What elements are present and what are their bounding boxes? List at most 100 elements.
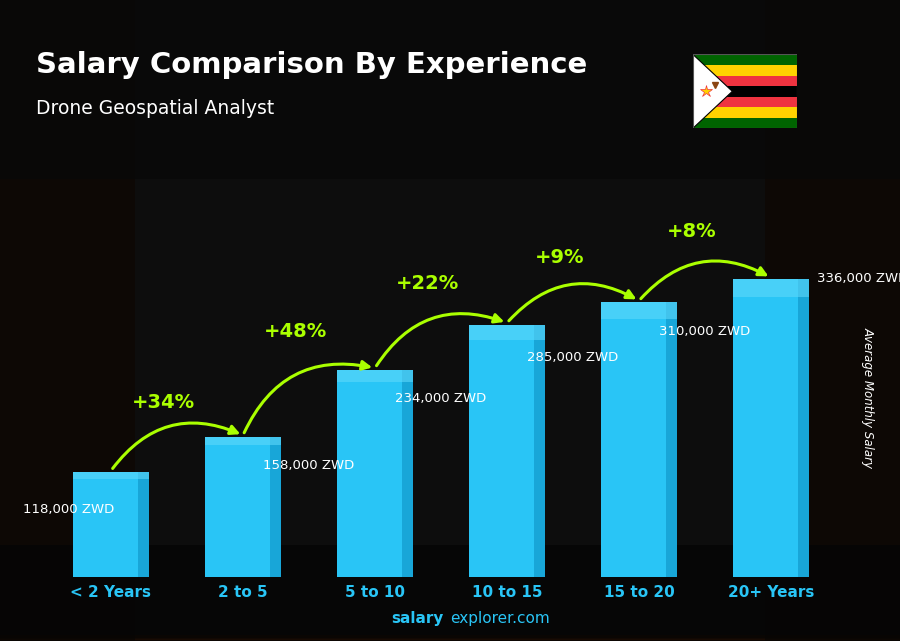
Bar xyxy=(0,637,900,640)
Bar xyxy=(0,637,900,640)
Bar xyxy=(0,636,900,639)
Bar xyxy=(0,635,900,638)
Bar xyxy=(0,637,900,640)
Bar xyxy=(0,635,900,638)
Bar xyxy=(0,635,900,638)
Bar xyxy=(0,636,900,639)
Text: +8%: +8% xyxy=(667,222,716,240)
Text: salary: salary xyxy=(392,611,444,626)
Bar xyxy=(337,370,413,577)
Bar xyxy=(0,635,900,638)
Bar xyxy=(0,635,900,638)
Bar xyxy=(733,279,809,297)
Bar xyxy=(0,637,900,640)
Bar xyxy=(0,637,900,640)
Bar xyxy=(0,636,900,639)
Bar xyxy=(765,0,900,641)
Bar xyxy=(0,635,900,638)
Bar xyxy=(0,635,900,638)
Text: Salary Comparison By Experience: Salary Comparison By Experience xyxy=(36,51,587,79)
Bar xyxy=(0,636,900,639)
Bar xyxy=(0,635,900,638)
Bar xyxy=(0,637,900,640)
Bar xyxy=(0,635,900,638)
Bar xyxy=(0,638,900,641)
Bar xyxy=(0,637,900,640)
Bar xyxy=(0,637,900,640)
Bar xyxy=(0,638,900,641)
Bar xyxy=(0,636,900,639)
Bar xyxy=(0,638,900,641)
Bar xyxy=(0,635,900,638)
Bar xyxy=(0,635,900,638)
Bar xyxy=(0,638,900,641)
Bar xyxy=(0,635,900,638)
Bar xyxy=(0,635,900,638)
Bar xyxy=(0,636,900,639)
Bar xyxy=(0,635,900,638)
Bar xyxy=(0,637,900,640)
Bar xyxy=(0,636,900,639)
Bar xyxy=(0,637,900,640)
Bar xyxy=(0,637,900,640)
Bar xyxy=(797,279,809,577)
Bar xyxy=(0,638,900,641)
Bar xyxy=(0,637,900,640)
Bar xyxy=(0,637,900,640)
Text: 336,000 ZWD: 336,000 ZWD xyxy=(817,272,900,285)
Bar xyxy=(0,636,900,639)
Bar xyxy=(693,97,796,107)
Bar xyxy=(0,636,900,639)
Bar xyxy=(0,637,900,640)
Bar xyxy=(0,637,900,640)
Bar xyxy=(0,637,900,640)
Bar xyxy=(693,76,796,86)
Bar xyxy=(0,635,900,638)
Bar xyxy=(204,437,282,445)
Bar xyxy=(693,86,796,97)
Bar xyxy=(0,635,900,638)
Bar xyxy=(0,638,900,641)
Bar xyxy=(0,635,900,638)
FancyArrowPatch shape xyxy=(376,313,501,365)
Bar xyxy=(0,637,900,640)
Bar xyxy=(0,637,900,640)
Bar xyxy=(0,636,900,639)
Bar xyxy=(0,637,900,640)
Bar xyxy=(73,472,149,479)
Text: +34%: +34% xyxy=(132,394,195,412)
Bar xyxy=(0,637,900,640)
Bar xyxy=(0,635,900,638)
Bar xyxy=(0,637,900,640)
FancyArrowPatch shape xyxy=(508,283,634,320)
Bar xyxy=(0,637,900,640)
Bar xyxy=(0,637,900,640)
Bar xyxy=(0,637,900,640)
Bar xyxy=(0,635,900,638)
Bar xyxy=(0,637,900,640)
Bar xyxy=(0,636,900,639)
Bar xyxy=(0,636,900,639)
Bar xyxy=(0,638,900,641)
Bar xyxy=(0,636,900,639)
Bar xyxy=(73,472,149,577)
Bar xyxy=(0,636,900,639)
Bar xyxy=(0,637,900,640)
Bar xyxy=(0,637,900,640)
Bar xyxy=(0,636,900,639)
Bar xyxy=(0,637,900,640)
Bar xyxy=(0,635,900,638)
Bar xyxy=(0,637,900,640)
Bar xyxy=(0,635,900,638)
Bar xyxy=(0,638,900,641)
Bar xyxy=(0,636,900,639)
Bar xyxy=(0,637,900,640)
Bar xyxy=(0,637,900,640)
Bar xyxy=(0,637,900,640)
Bar xyxy=(0,637,900,640)
Bar xyxy=(0,636,900,639)
Bar xyxy=(0,637,900,640)
Bar xyxy=(0,636,900,639)
Bar xyxy=(0,637,900,640)
Text: +9%: +9% xyxy=(535,248,585,267)
